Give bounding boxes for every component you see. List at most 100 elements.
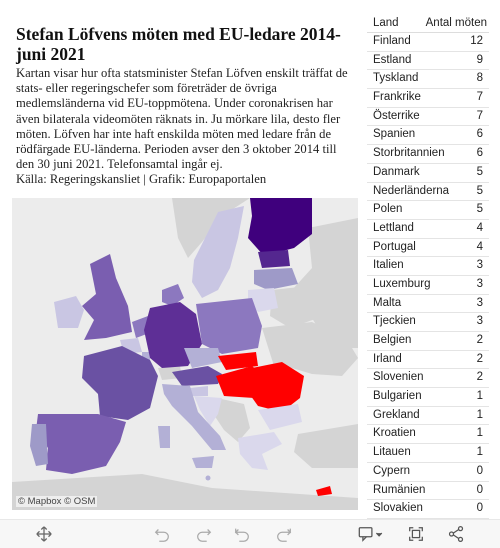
country-name: Slovakien xyxy=(373,502,423,515)
bulgarien[interactable] xyxy=(258,404,302,430)
sardinien[interactable] xyxy=(158,426,170,448)
grekland[interactable] xyxy=(238,432,282,470)
meeting-count: 1 xyxy=(476,446,483,459)
meeting-count: 2 xyxy=(476,371,483,384)
danmark[interactable] xyxy=(162,284,184,306)
europe-map[interactable]: © Mapbox © OSM xyxy=(12,198,358,510)
country-name: Bulgarien xyxy=(373,390,422,403)
country-name: Estland xyxy=(373,53,412,66)
chart-description: Kartan visar hur ofta statsminister Stef… xyxy=(16,66,356,188)
lettland[interactable] xyxy=(254,268,298,290)
italien[interactable] xyxy=(162,384,226,450)
meeting-count: 4 xyxy=(476,221,483,234)
revert-icon[interactable] xyxy=(232,525,252,543)
country-name: Österrike xyxy=(373,109,420,122)
table-row[interactable]: Tyskland 8 xyxy=(367,70,489,90)
cypern[interactable] xyxy=(316,486,332,496)
country-name: Portugal xyxy=(373,240,416,253)
table-row[interactable]: Irland 2 xyxy=(367,351,489,370)
rumanien[interactable] xyxy=(248,362,304,412)
sicilien[interactable] xyxy=(192,456,214,468)
meeting-count: 1 xyxy=(476,427,483,440)
meeting-count: 7 xyxy=(476,109,483,122)
map-credit[interactable]: © Mapbox © OSM xyxy=(16,496,98,507)
table-row[interactable]: Portugal 4 xyxy=(367,239,489,258)
meeting-count: 5 xyxy=(476,165,483,178)
litauen[interactable] xyxy=(248,288,278,312)
country-name: Finland xyxy=(373,35,411,47)
table-row[interactable]: Belgien 2 xyxy=(367,332,489,351)
meeting-count: 2 xyxy=(476,352,483,365)
storbritannien[interactable] xyxy=(82,254,132,340)
frankrike[interactable] xyxy=(82,346,158,420)
table-row[interactable]: Cypern 0 xyxy=(367,463,489,482)
column-header-country[interactable]: Land xyxy=(373,17,399,29)
table-row[interactable]: Lettland 4 xyxy=(367,220,489,239)
undo-icon[interactable] xyxy=(152,525,172,543)
table-row[interactable]: Malta 3 xyxy=(367,295,489,314)
column-header-meetings[interactable]: Antal möten xyxy=(425,17,487,29)
table-row[interactable]: Österrike 7 xyxy=(367,108,489,127)
meeting-count: 1 xyxy=(476,390,483,403)
spanien[interactable] xyxy=(36,414,126,474)
africa-nonEU xyxy=(12,474,358,510)
finland[interactable] xyxy=(248,198,312,256)
malta[interactable] xyxy=(205,475,211,481)
estland[interactable] xyxy=(258,250,290,268)
table-row[interactable]: Finland 12 xyxy=(367,33,489,52)
source-text: Källa: Regeringskansliet | Grafik: Europ… xyxy=(16,172,267,187)
meeting-count: 6 xyxy=(476,147,483,160)
table-row[interactable]: Danmark 5 xyxy=(367,164,489,183)
country-name: Kroatien xyxy=(373,427,416,440)
table-row[interactable]: Slovakien 0 xyxy=(367,500,489,519)
table-row[interactable]: Spanien 6 xyxy=(367,126,489,146)
table-row[interactable]: Frankrike 7 xyxy=(367,89,489,108)
meeting-count: 6 xyxy=(476,128,483,141)
table-row[interactable]: Nederländerna 5 xyxy=(367,183,489,202)
meetings-table: Land Antal möten Finland 12 Estland 9 Tyskla… xyxy=(367,14,489,538)
slovenien[interactable] xyxy=(190,386,208,396)
chart-title: Stefan Löfvens möten med EU-ledare 2014-… xyxy=(16,24,341,64)
table-row[interactable]: Litauen 1 xyxy=(367,444,489,463)
kroatien[interactable] xyxy=(194,396,222,426)
share-icon[interactable] xyxy=(446,525,466,543)
table-row[interactable]: Estland 9 xyxy=(367,52,489,71)
tjeckien[interactable] xyxy=(184,348,222,368)
meeting-count: 9 xyxy=(476,53,483,66)
redo-icon[interactable] xyxy=(194,525,214,543)
country-name: Lettland xyxy=(373,221,414,234)
table-row[interactable]: Kroatien 1 xyxy=(367,425,489,445)
table-row[interactable]: Grekland 1 xyxy=(367,407,489,426)
forward-icon[interactable] xyxy=(274,525,294,543)
table-row[interactable]: Bulgarien 1 xyxy=(367,388,489,407)
portugal[interactable] xyxy=(30,424,48,466)
table-row[interactable]: Polen 5 xyxy=(367,201,489,220)
meeting-count: 2 xyxy=(476,334,483,346)
osterrike[interactable] xyxy=(172,366,222,386)
table-row[interactable]: Luxemburg 3 xyxy=(367,276,489,295)
country-name: Grekland xyxy=(373,408,420,421)
table-body: Finland 12 Estland 9 Tyskland 8 Frankrike 7 Öste… xyxy=(367,33,489,538)
meeting-count: 0 xyxy=(476,483,483,496)
meeting-count: 4 xyxy=(476,240,483,253)
country-name: Tyskland xyxy=(373,72,419,85)
slovakien[interactable] xyxy=(218,352,258,370)
table-row[interactable]: Italien 3 xyxy=(367,257,489,276)
polen[interactable] xyxy=(196,298,262,354)
meeting-count: 0 xyxy=(476,464,483,477)
country-name: Rumänien xyxy=(373,483,426,496)
table-row[interactable]: Storbritannien 6 xyxy=(367,145,489,164)
fullscreen-icon[interactable] xyxy=(406,525,426,543)
comment-icon[interactable] xyxy=(356,525,386,543)
country-name: Nederländerna xyxy=(373,184,450,197)
belarus-nonEU xyxy=(270,286,318,328)
meeting-count: 3 xyxy=(476,259,483,272)
country-name: Luxemburg xyxy=(373,277,431,290)
meeting-count: 3 xyxy=(476,277,483,290)
table-row[interactable]: Tjeckien 3 xyxy=(367,313,489,332)
meeting-count: 5 xyxy=(476,203,483,216)
table-row[interactable]: Rumänien 0 xyxy=(367,482,489,501)
irland[interactable] xyxy=(54,296,84,328)
move-icon[interactable] xyxy=(34,525,54,543)
table-row[interactable]: Slovenien 2 xyxy=(367,369,489,389)
